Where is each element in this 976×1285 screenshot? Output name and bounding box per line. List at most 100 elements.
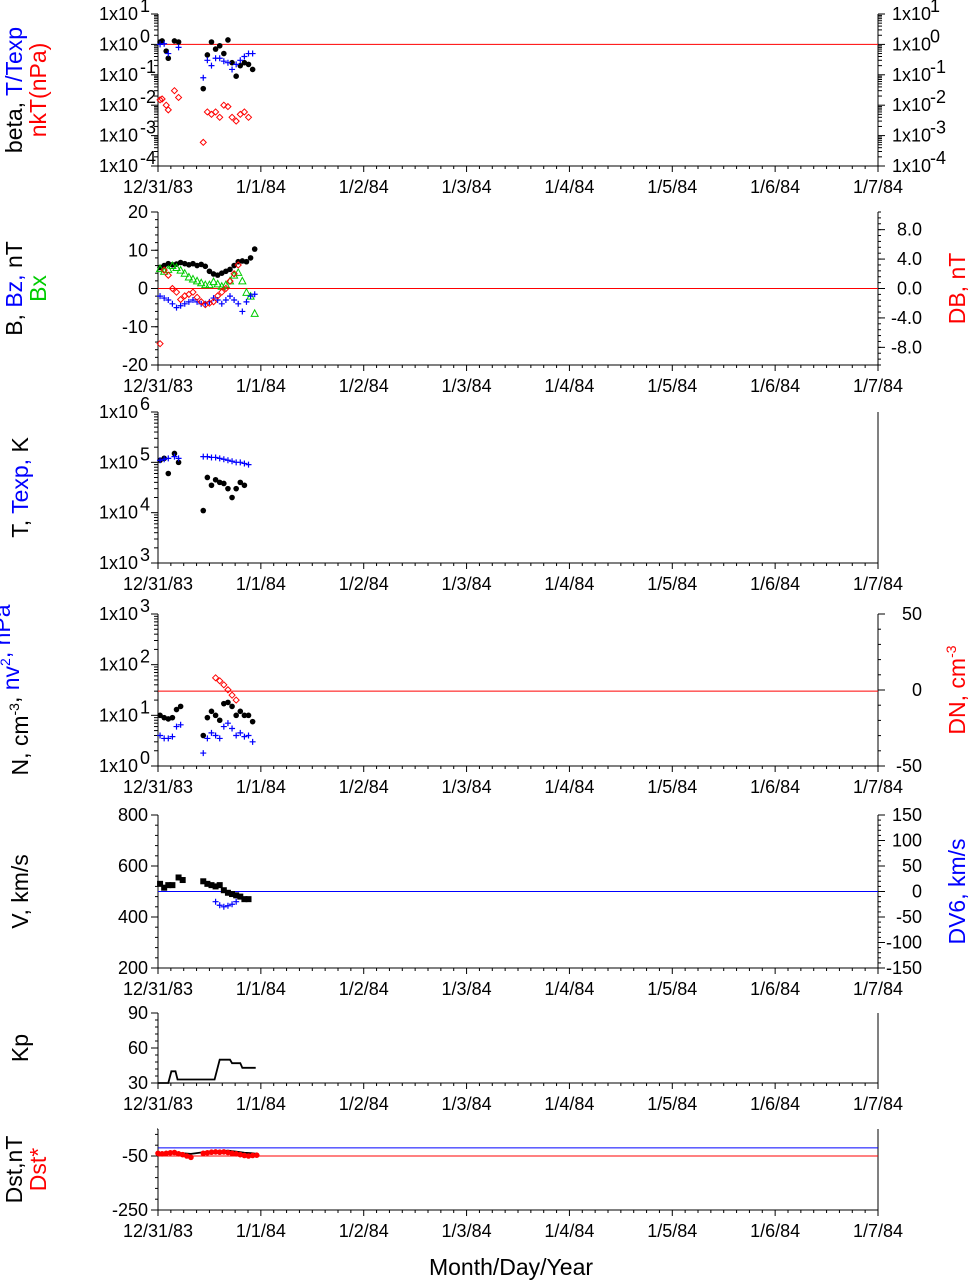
point-n [241, 712, 248, 719]
right-tick-label: -4.0 [891, 308, 922, 328]
y-tick-exponent: -2 [140, 87, 156, 107]
point-v [245, 896, 252, 903]
point-dst [253, 1152, 260, 1158]
point-n [216, 717, 223, 724]
y-axis-label: Dst* [25, 1148, 51, 1192]
point-ttexp [229, 66, 236, 73]
point-bx [192, 276, 202, 285]
point-db [172, 288, 181, 296]
point-t [175, 459, 182, 466]
point-ttexp [216, 55, 223, 62]
point-dst [212, 1149, 219, 1155]
y-tick-exponent-right: -2 [930, 87, 946, 107]
point-n [208, 708, 215, 715]
point-nv2 [220, 723, 227, 730]
point-bx [213, 279, 222, 288]
y-tick-label: 1x10 [99, 4, 138, 24]
y-tick-label: 1x10 [99, 503, 138, 523]
point-texp [157, 457, 164, 464]
point-bz [235, 300, 242, 307]
point-n [229, 703, 235, 710]
right-tick-label: 0 [912, 882, 922, 902]
x-tick-label: 1/1/84 [236, 177, 286, 197]
point-nv2 [216, 735, 223, 742]
point-bz [247, 293, 254, 300]
point-dn [224, 686, 232, 694]
point-nkt [199, 138, 207, 147]
point-nv2 [157, 732, 164, 739]
point-t [208, 482, 215, 489]
x-axis-title: Month/Day/Year [428, 1254, 594, 1280]
point-db [197, 298, 205, 306]
point-dn [232, 696, 240, 704]
y-axis-label: V, km/s [7, 854, 33, 929]
point-v [169, 882, 176, 889]
point-v [200, 878, 207, 885]
panel-n: 12/31/83 1/1/84 1/2/84 1/3/84 1/4/84 1/5/84 1/… [0, 596, 970, 797]
y-tick-exponent: -1 [140, 57, 156, 77]
right-tick-label: 0.0 [897, 279, 922, 299]
point-b [202, 263, 209, 270]
point-bx [168, 260, 177, 270]
point-bz [189, 296, 196, 303]
point-v [179, 877, 186, 884]
point-n [237, 708, 244, 715]
point-nv2 [173, 723, 180, 730]
y-tick-exponent: 1 [140, 697, 150, 717]
point-bx [176, 265, 185, 274]
point-n [200, 732, 207, 739]
point-bz [173, 304, 180, 311]
y-tick-label: 60 [128, 1038, 148, 1058]
point-bx [188, 274, 198, 283]
point-nv2 [200, 750, 207, 757]
point-n [225, 699, 231, 706]
point-dn [211, 674, 220, 682]
point-db [164, 271, 172, 279]
x-tick-label: 1/5/84 [647, 777, 697, 797]
point-bz [177, 302, 184, 309]
point-nkt [220, 101, 228, 109]
x-tick-label: 1/4/84 [544, 1221, 594, 1241]
y-tick-label-right: 1x10 [892, 156, 931, 176]
y-axis-label: Kp [7, 1034, 33, 1062]
point-v [161, 884, 168, 891]
point-texp [241, 460, 248, 467]
point-bz [243, 298, 250, 305]
x-tick-label: 1/6/84 [750, 1221, 800, 1241]
point-n [233, 712, 239, 719]
point-nkt [240, 108, 249, 116]
point-bx [180, 268, 190, 277]
point-b [206, 268, 213, 275]
point-dst [204, 1149, 211, 1156]
point-bz [181, 300, 188, 307]
point-bx [209, 277, 218, 286]
point-db [193, 293, 201, 302]
point-dv6 [224, 902, 231, 909]
point-dst [241, 1152, 248, 1159]
x-tick-label: 1/2/84 [339, 979, 389, 999]
y-tick-label: 1x10 [99, 156, 138, 176]
point-n [245, 712, 252, 719]
point-dst [221, 1149, 227, 1155]
point-dst [155, 1150, 161, 1157]
point-texp [229, 458, 236, 465]
point-dv6 [216, 902, 223, 909]
x-tick-label: 1/1/84 [236, 376, 286, 396]
right-tick-label: 4.0 [897, 249, 922, 269]
point-bx [200, 280, 210, 289]
point-nv2 [208, 729, 215, 736]
point-dst [167, 1149, 174, 1156]
point-texp [161, 456, 168, 463]
point-beta [165, 55, 172, 62]
point-nkt [174, 93, 183, 102]
y-axis-label: T, Texp, K [7, 437, 33, 538]
point-texp [204, 453, 211, 460]
point-ttexp [224, 59, 231, 66]
point-beta [249, 66, 256, 73]
point-nkt [203, 108, 212, 116]
right-tick-label: -50 [896, 756, 922, 776]
x-tick-label: 1/1/84 [236, 1221, 286, 1241]
y-tick-label: -20 [122, 355, 148, 375]
right-tick-label: -150 [886, 958, 922, 978]
panel-beta: 12/31/83 1/1/84 1/2/84 1/3/84 1/4/84 1/5/84 1/… [1, 0, 946, 197]
